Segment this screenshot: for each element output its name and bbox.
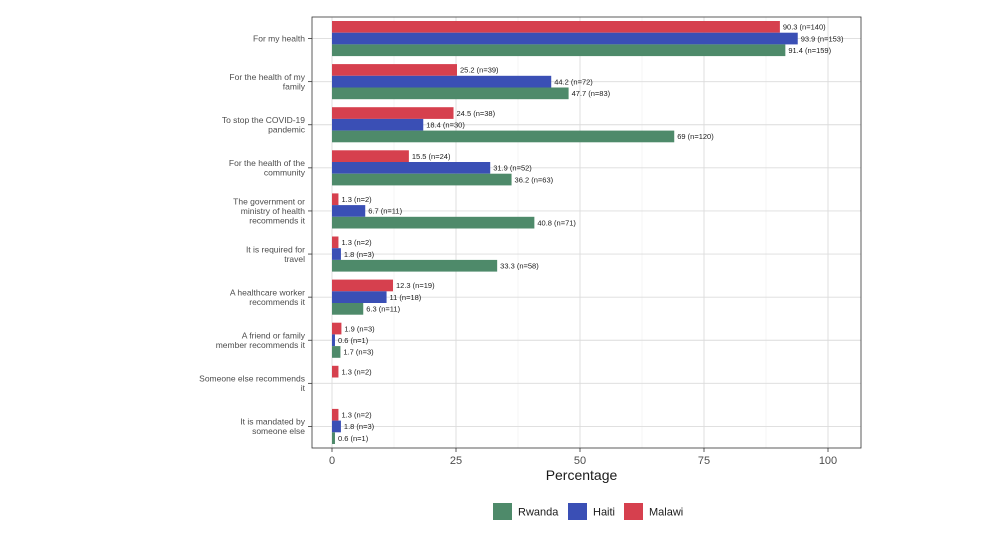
bar-rwanda	[332, 87, 569, 100]
bar-malawi	[332, 64, 457, 76]
category-label: For my health	[253, 34, 305, 44]
data-label: 6.7 (n=11)	[368, 207, 402, 216]
x-tick-label: 75	[698, 455, 710, 467]
data-label: 1.9 (n=3)	[344, 324, 375, 333]
category-label: recommends it	[249, 297, 305, 307]
category-label: pandemic	[268, 125, 306, 135]
bar-haiti	[332, 118, 424, 131]
bar-haiti	[332, 205, 366, 217]
legend-label: Malawi	[649, 507, 683, 519]
category-label: To stop the COVID-19	[222, 115, 305, 125]
category-label: someone else	[252, 426, 305, 436]
bar-malawi	[332, 21, 780, 33]
x-tick-label: 100	[819, 455, 837, 467]
data-label: 11 (n=18)	[390, 293, 422, 302]
data-label: 1.3 (n=2)	[341, 410, 372, 419]
data-label: 1.8 (n=3)	[344, 422, 375, 431]
bar-malawi	[332, 236, 339, 249]
legend-item-rwanda: Rwanda	[493, 503, 559, 520]
bar-haiti	[332, 75, 552, 88]
data-label: 91.4 (n=159)	[788, 46, 831, 55]
category-label: travel	[284, 254, 305, 264]
data-label: 1.3 (n=2)	[341, 195, 372, 204]
bar-malawi	[332, 408, 339, 421]
data-label: 18.4 (n=30)	[426, 120, 465, 129]
bar-rwanda	[332, 44, 786, 57]
bar-rwanda	[332, 303, 364, 315]
category-label: It is required for	[246, 244, 305, 254]
legend-swatch	[568, 503, 587, 520]
data-label: 93.9 (n=153)	[801, 34, 844, 43]
bar-malawi	[332, 279, 394, 292]
category-label: community	[264, 168, 306, 178]
category-label: recommends it	[249, 215, 305, 225]
data-label: 6.3 (n=11)	[366, 305, 400, 314]
data-label: 25.2 (n=39)	[460, 66, 499, 75]
category-label: The government or	[233, 196, 305, 206]
x-axis: 0 25 50 75 100	[329, 448, 837, 467]
bar-haiti	[332, 32, 798, 45]
bar-haiti	[332, 162, 491, 174]
bar-haiti	[332, 420, 341, 433]
category-label: ministry of health	[241, 206, 306, 216]
x-tick-label: 50	[574, 455, 586, 467]
category-label: It is mandated by	[240, 417, 305, 427]
bar-rwanda	[332, 130, 675, 143]
data-label: 31.9 (n=52)	[493, 164, 532, 173]
bar-haiti	[332, 291, 387, 303]
category-label: A friend or family	[242, 331, 306, 341]
bar-malawi	[332, 322, 342, 335]
data-label: 40.8 (n=71)	[537, 218, 576, 227]
legend-item-malawi: Malawi	[624, 503, 683, 520]
plot-panel-border	[311, 16, 862, 449]
x-axis-title: Percentage	[546, 467, 618, 483]
data-label: 12.3 (n=19)	[396, 281, 435, 290]
legend-label: Haiti	[593, 507, 615, 519]
data-label: 0.6 (n=1)	[338, 434, 369, 443]
data-label: 15.5 (n=24)	[412, 152, 451, 161]
data-label: 1.7 (n=3)	[343, 348, 374, 357]
category-label: member recommends it	[216, 340, 306, 350]
category-label: For the health of the	[229, 158, 305, 168]
legend-swatch	[493, 503, 512, 520]
category-label: Someone else recommends	[199, 374, 305, 384]
legend-item-haiti: Haiti	[568, 503, 615, 520]
bar-rwanda	[332, 173, 512, 186]
x-tick-label: 0	[329, 455, 335, 467]
data-label: 33.3 (n=58)	[500, 261, 539, 270]
data-label: 1.3 (n=2)	[341, 367, 372, 376]
bar-rwanda	[332, 432, 335, 444]
data-label: 36.2 (n=63)	[515, 175, 554, 184]
x-tick-label: 25	[450, 455, 462, 467]
data-label: 44.2 (n=72)	[554, 77, 593, 86]
legend: Rwanda Haiti Malawi	[493, 503, 683, 520]
legend-swatch	[624, 503, 643, 520]
data-label: 0.6 (n=1)	[338, 336, 369, 345]
bar-rwanda	[332, 216, 535, 229]
category-label: A healthcare worker	[230, 287, 305, 297]
data-label: 90.3 (n=140)	[783, 23, 826, 32]
category-label: it	[301, 383, 306, 393]
data-label: 24.5 (n=38)	[457, 109, 496, 118]
legend-label: Rwanda	[518, 507, 559, 519]
bar-malawi	[332, 365, 339, 378]
bar-haiti	[332, 248, 341, 260]
data-label: 47.7 (n=83)	[572, 89, 611, 98]
bar-malawi	[332, 193, 339, 206]
bar-rwanda	[332, 259, 498, 272]
data-label: 1.3 (n=2)	[341, 238, 372, 247]
bar-rwanda	[332, 346, 341, 358]
bar-haiti	[332, 334, 335, 347]
bar-malawi	[332, 150, 409, 162]
bar-malawi	[332, 107, 454, 119]
data-label: 69 (n=120)	[677, 132, 714, 141]
bars: 90.3 (n=140) 25.2 (n=39) 24.5 (n=38) 15.5 (…	[332, 21, 844, 444]
category-label: family	[283, 81, 306, 91]
category-label: For the health of my	[229, 72, 305, 82]
data-label: 1.8 (n=3)	[344, 250, 375, 259]
